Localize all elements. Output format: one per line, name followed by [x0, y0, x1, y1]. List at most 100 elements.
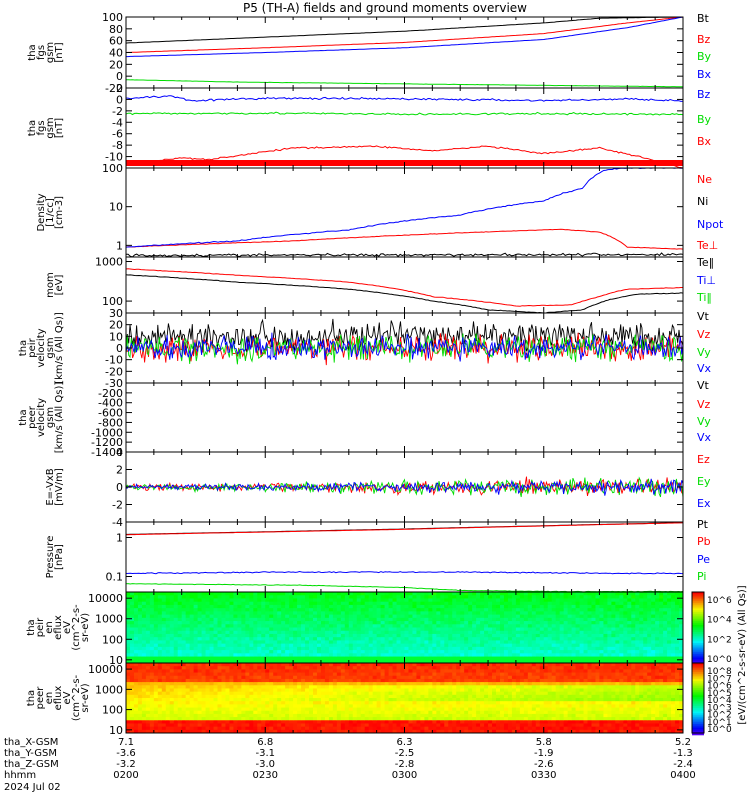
peer_spec-cell	[205, 691, 211, 696]
peir_spec-cell	[428, 643, 433, 648]
peir_spec-cell	[567, 646, 573, 651]
peir_spec-cell	[360, 621, 366, 625]
peir_spec-cell	[384, 650, 390, 654]
peir_spec-cell	[627, 598, 632, 603]
peir_spec-cell	[424, 598, 429, 603]
peir_spec-cell	[456, 659, 461, 663]
peer_spec-cell	[253, 713, 258, 718]
peir_spec-cell	[424, 659, 429, 663]
peir_spec-cell	[249, 617, 254, 622]
peir_spec-cell	[559, 656, 565, 661]
peer_spec-cell	[137, 688, 143, 693]
peir_spec-cell	[364, 614, 370, 619]
peir_spec-cell	[233, 601, 238, 606]
peer_spec-cell	[356, 720, 362, 724]
peir_spec-cell	[324, 617, 330, 622]
peir_spec-cell	[432, 592, 437, 596]
peer_spec-cell	[309, 691, 314, 696]
peer_spec-cell	[221, 713, 226, 718]
peir_spec-cell	[273, 633, 278, 638]
peir_spec-cell	[269, 640, 274, 645]
peer_spec-cell	[169, 704, 175, 709]
peir_spec-colorbar-cell	[692, 644, 704, 648]
peir_spec-cell	[400, 659, 405, 663]
peir_spec-cell	[229, 643, 234, 648]
peir_spec-cell	[623, 646, 628, 651]
peir_spec-cell	[567, 604, 573, 609]
peir_spec-cell	[309, 614, 314, 619]
peer_spec-cell	[241, 701, 246, 705]
peer_spec-cell	[364, 710, 370, 715]
peir_spec-cell	[141, 595, 147, 599]
peer_spec-cell	[293, 678, 298, 683]
peir_spec-cell	[567, 630, 573, 635]
peir_spec-cell	[551, 592, 557, 596]
peir_spec-cell	[129, 624, 135, 628]
peir_spec-cell	[547, 624, 553, 628]
peer_spec-cell	[269, 682, 274, 686]
peir_spec-cell	[253, 614, 258, 619]
peer_spec-cell	[173, 694, 179, 699]
peer_spec-cell	[253, 685, 258, 689]
peir_spec-cell	[448, 627, 453, 632]
peir_spec-cell	[217, 601, 222, 606]
peer_spec-cell	[185, 720, 191, 724]
peir_spec-cell	[173, 592, 179, 596]
peir_spec-cell	[221, 601, 226, 606]
peir_spec-cell	[201, 624, 207, 628]
peer_spec-cell	[126, 678, 131, 683]
peer_spec-cell	[265, 669, 270, 674]
peir_spec-cell	[619, 646, 624, 651]
peer_spec-cell	[285, 666, 290, 670]
peer_spec-cell	[129, 666, 135, 670]
peer_spec-cell	[324, 682, 330, 686]
peer_spec-cell	[245, 710, 250, 715]
peir_spec-cell	[344, 614, 350, 619]
peir_spec-cell	[679, 598, 683, 603]
peir_spec-cell	[615, 643, 620, 648]
peir_spec-cell	[149, 604, 155, 609]
peer_spec-cell	[396, 704, 402, 709]
peer_spec-cell	[348, 698, 354, 702]
peir_spec-cell	[169, 617, 175, 622]
peer_spec-cell	[233, 720, 238, 724]
peir_spec-cell	[424, 653, 429, 658]
peir_spec-cell	[547, 643, 553, 648]
peir_spec-cell	[281, 624, 286, 628]
peir_spec-cell	[169, 659, 175, 663]
peer_spec-cell	[193, 707, 199, 712]
peir_spec-cell	[452, 643, 457, 648]
peir_spec-cell	[567, 592, 573, 596]
peir_spec-cell	[141, 637, 147, 641]
peir_spec-cell	[539, 611, 545, 616]
peir_spec-cell	[277, 630, 282, 635]
peir_spec-cell	[277, 640, 282, 645]
peir_spec-cell	[348, 659, 354, 663]
peir_spec-cell	[559, 608, 565, 612]
peir_spec-cell	[193, 627, 199, 632]
peir_spec-cell	[364, 621, 370, 625]
peer_spec-cell	[265, 720, 270, 724]
peer_spec-cell	[149, 694, 155, 699]
ylabel-line: eV	[62, 621, 73, 634]
peir_spec-cell	[269, 608, 274, 612]
peir_spec-cell	[368, 604, 374, 609]
peer_spec-cell	[293, 729, 298, 733]
peir_spec-cell	[603, 627, 608, 632]
peir_spec-cell	[448, 656, 453, 661]
peer_spec-cell	[265, 726, 270, 731]
peer_spec-cell	[257, 678, 262, 683]
peer_spec-cell	[237, 685, 242, 689]
peer_spec-cell	[344, 713, 350, 718]
peir_spec-cell	[201, 617, 207, 622]
peer_spec-cell	[312, 663, 318, 667]
peir_spec-cell	[440, 640, 445, 645]
peir_spec-cell	[551, 627, 557, 632]
peer_spec-cell	[277, 701, 282, 705]
peir_spec-cell	[555, 592, 561, 596]
peir_spec-cell	[615, 621, 620, 625]
peir_spec-cell	[404, 646, 409, 651]
peir_spec-cell	[161, 608, 167, 612]
peer_spec-cell	[340, 672, 346, 677]
peir_spec-cell	[360, 653, 366, 658]
